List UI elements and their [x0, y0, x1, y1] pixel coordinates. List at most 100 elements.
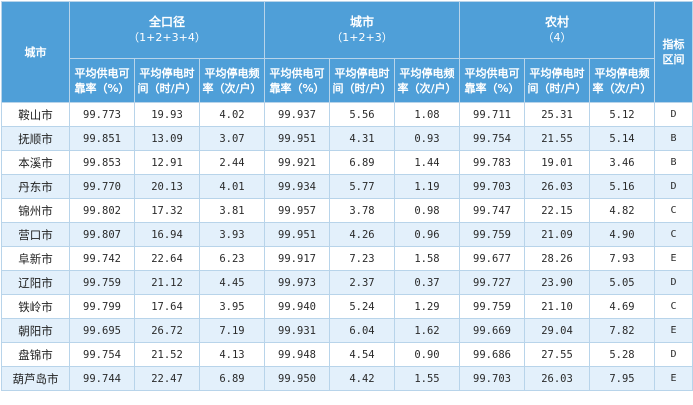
value-cell: 5.24: [329, 294, 395, 319]
table-row: 铁岭市 99.799 17.64 3.95 99.940 5.24 1.29 99.759 21…: [1, 294, 693, 319]
value-cell: 26.03: [524, 366, 590, 391]
value-cell: 99.742: [69, 246, 135, 271]
value-cell: 99.669: [459, 318, 525, 343]
value-cell: 99.807: [69, 222, 135, 247]
table-row: 锦州市 99.802 17.32 3.81 99.957 3.78 0.98 99.747 22…: [1, 198, 693, 223]
metric-header-line1: 平均停电频: [204, 66, 260, 80]
value-cell: 7.95: [589, 366, 655, 391]
value-cell: 16.94: [134, 222, 200, 247]
value-cell: 22.15: [524, 198, 590, 223]
city-cell: 丹东市: [1, 174, 70, 199]
value-cell: 99.711: [459, 102, 525, 127]
group-title: 农村: [544, 15, 569, 29]
value-cell: 22.64: [134, 246, 200, 271]
value-cell: 0.93: [394, 126, 460, 151]
value-cell: 99.727: [459, 270, 525, 295]
value-cell: 4.31: [329, 126, 395, 151]
value-cell: 3.07: [199, 126, 265, 151]
metric-header: 平均停电频 率（次/户）: [589, 58, 655, 103]
table-row: 抚顺市 99.851 13.09 3.07 99.951 4.31 0.93 99.754 21…: [1, 126, 693, 151]
value-cell: 1.19: [394, 174, 460, 199]
value-cell: 20.13: [134, 174, 200, 199]
value-cell: 99.802: [69, 198, 135, 223]
zone-cell: B: [654, 150, 693, 175]
value-cell: 26.03: [524, 174, 590, 199]
value-cell: 4.54: [329, 342, 395, 367]
city-cell: 辽阳市: [1, 270, 70, 295]
city-cell: 鞍山市: [1, 102, 70, 127]
table-row: 营口市 99.807 16.94 3.93 99.951 4.26 0.96 99.759 21…: [1, 222, 693, 247]
table-row: 盘锦市 99.754 21.52 4.13 99.948 4.54 0.90 99.686 27…: [1, 342, 693, 367]
metric-header-line1: 平均供电可: [464, 66, 520, 80]
metric-header-line2: 率（次/户）: [397, 81, 457, 95]
metric-header: 平均供电可 靠率（%）: [69, 58, 135, 103]
metric-header: 平均停电频 率（次/户）: [199, 58, 265, 103]
value-cell: 5.77: [329, 174, 395, 199]
value-cell: 3.78: [329, 198, 395, 223]
value-cell: 99.744: [69, 366, 135, 391]
value-cell: 21.09: [524, 222, 590, 247]
value-cell: 3.81: [199, 198, 265, 223]
value-cell: 4.42: [329, 366, 395, 391]
city-cell: 铁岭市: [1, 294, 70, 319]
value-cell: 99.754: [459, 126, 525, 151]
metric-header: 平均停电时 间（时/户）: [524, 58, 590, 103]
value-cell: 26.72: [134, 318, 200, 343]
value-cell: 99.851: [69, 126, 135, 151]
group-title: 城市: [349, 15, 374, 29]
zone-cell: C: [654, 222, 693, 247]
value-cell: 22.47: [134, 366, 200, 391]
value-cell: 21.10: [524, 294, 590, 319]
value-cell: 3.95: [199, 294, 265, 319]
zone-cell: C: [654, 294, 693, 319]
value-cell: 4.26: [329, 222, 395, 247]
value-cell: 2.44: [199, 150, 265, 175]
metric-header-line2: 率（次/户）: [202, 81, 262, 95]
header-zone: 指标区间: [654, 1, 693, 103]
value-cell: 23.90: [524, 270, 590, 295]
value-cell: 28.26: [524, 246, 590, 271]
value-cell: 17.64: [134, 294, 200, 319]
value-cell: 99.853: [69, 150, 135, 175]
value-cell: 0.98: [394, 198, 460, 223]
value-cell: 99.759: [459, 294, 525, 319]
value-cell: 12.91: [134, 150, 200, 175]
value-cell: 4.13: [199, 342, 265, 367]
zone-cell: D: [654, 342, 693, 367]
metric-header-line1: 平均供电可: [269, 66, 325, 80]
value-cell: 0.90: [394, 342, 460, 367]
value-cell: 5.16: [589, 174, 655, 199]
value-cell: 99.940: [264, 294, 330, 319]
zone-cell: D: [654, 102, 693, 127]
value-cell: 21.55: [524, 126, 590, 151]
value-cell: 5.05: [589, 270, 655, 295]
value-cell: 99.950: [264, 366, 330, 391]
value-cell: 1.62: [394, 318, 460, 343]
value-cell: 99.921: [264, 150, 330, 175]
value-cell: 27.55: [524, 342, 590, 367]
reliability-table: 城市 全口径 （1+2+3+4） 城市 （1+2+3） 农村 （4） 指标区间 …: [1, 1, 693, 391]
city-cell: 营口市: [1, 222, 70, 247]
table-row: 阜新市 99.742 22.64 6.23 99.917 7.23 1.58 99.677 28…: [1, 246, 693, 271]
value-cell: 7.19: [199, 318, 265, 343]
zone-cell: E: [654, 366, 693, 391]
table-row: 朝阳市 99.695 26.72 7.19 99.931 6.04 1.62 99.669 29…: [1, 318, 693, 343]
value-cell: 5.56: [329, 102, 395, 127]
table-row: 辽阳市 99.759 21.12 4.45 99.973 2.37 0.37 99.727 23…: [1, 270, 693, 295]
value-cell: 29.04: [524, 318, 590, 343]
metric-header: 平均供电可 靠率（%）: [459, 58, 525, 103]
value-cell: 21.12: [134, 270, 200, 295]
value-cell: 1.58: [394, 246, 460, 271]
value-cell: 99.686: [459, 342, 525, 367]
value-cell: 4.01: [199, 174, 265, 199]
metric-header-line2: 间（时/户）: [137, 81, 197, 95]
value-cell: 99.677: [459, 246, 525, 271]
group-subtitle: （4）: [542, 31, 572, 44]
metric-header-line1: 平均停电时: [529, 66, 585, 80]
value-cell: 6.89: [329, 150, 395, 175]
city-cell: 抚顺市: [1, 126, 70, 151]
metric-header: 平均停电时 间（时/户）: [134, 58, 200, 103]
metric-header-line2: 靠率（%）: [464, 81, 520, 95]
value-cell: 21.52: [134, 342, 200, 367]
value-cell: 99.951: [264, 126, 330, 151]
